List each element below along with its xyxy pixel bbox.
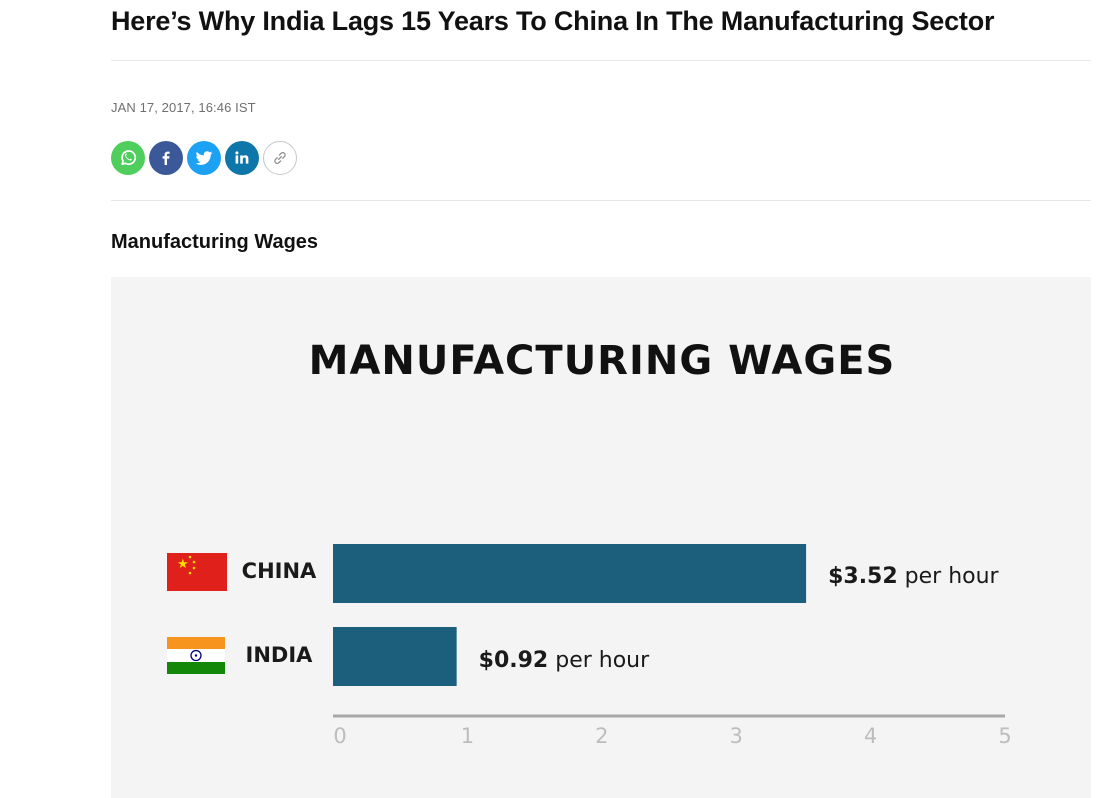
bars: CHINA $3.52 per hour INDIA $0.92 per hour: [242, 544, 1000, 686]
article-headline: Here’s Why India Lags 15 Years To China …: [111, 6, 995, 36]
facebook-icon: [162, 151, 170, 165]
divider: [111, 200, 1091, 201]
facebook-share-button[interactable]: [149, 141, 183, 175]
india-flag-icon: [167, 637, 225, 674]
bar-chart: MANUFACTURING WAGES ★ CHINA $3.52 per hou…: [167, 338, 1012, 748]
twitter-share-button[interactable]: [187, 141, 221, 175]
x-axis: 0 1 2 3 4 5: [333, 714, 1012, 748]
share-bar: [111, 141, 297, 175]
value-label: $3.52 per hour: [828, 564, 999, 589]
divider: [111, 60, 1091, 61]
linkedin-share-button[interactable]: [225, 141, 259, 175]
flags: ★: [167, 553, 227, 674]
tick-label: 5: [998, 724, 1011, 748]
tick-label: 1: [461, 724, 474, 748]
whatsapp-share-button[interactable]: [111, 141, 145, 175]
tick-label: 0: [333, 724, 346, 748]
category-label: INDIA: [246, 643, 314, 667]
bar-china: [333, 544, 807, 603]
whatsapp-icon: [121, 150, 137, 166]
link-icon: [274, 152, 286, 164]
chart-title: MANUFACTURING WAGES: [309, 338, 896, 384]
article-dateline: JAN 17, 2017, 16:46 IST: [111, 100, 256, 115]
copy-link-button[interactable]: [263, 141, 297, 175]
category-label: CHINA: [242, 559, 317, 583]
svg-text:★: ★: [177, 557, 189, 572]
china-flag-icon: ★: [167, 553, 227, 591]
value-label: $0.92 per hour: [479, 648, 650, 673]
linkedin-icon: [235, 151, 249, 164]
bar-india: [333, 627, 457, 686]
twitter-icon: [195, 151, 213, 165]
chart-image: MANUFACTURING WAGES ★ CHINA $3.52 per hou…: [111, 277, 1091, 798]
tick-label: 2: [595, 724, 608, 748]
section-title: Manufacturing Wages: [111, 231, 319, 253]
tick-label: 4: [864, 724, 877, 748]
tick-label: 3: [730, 724, 743, 748]
